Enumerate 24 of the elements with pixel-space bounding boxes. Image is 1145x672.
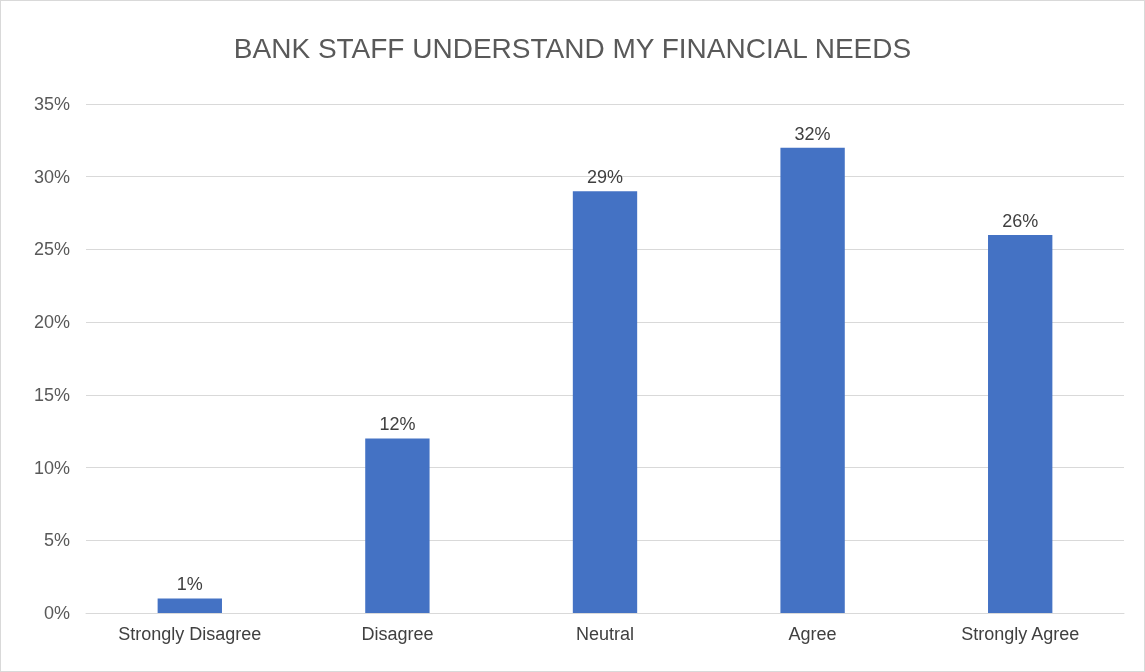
y-tick-label: 10% [33, 457, 70, 478]
data-label: 29% [586, 167, 624, 188]
bar [988, 234, 1053, 613]
y-tick-label: 30% [33, 166, 70, 187]
y-tick-label: 15% [33, 384, 70, 405]
y-tick-label: 0% [43, 603, 70, 623]
data-label: 26% [1002, 210, 1039, 231]
x-tick-label: Strongly Disagree [118, 624, 262, 644]
y-tick-label: 25% [33, 239, 70, 260]
data-label: 32% [794, 123, 831, 144]
x-tick-label: Agree [788, 624, 837, 644]
x-tick-label: Disagree [361, 624, 434, 644]
x-tick-label: Strongly Agree [961, 624, 1080, 644]
bar [572, 191, 638, 613]
x-tick-label: Neutral [575, 624, 635, 644]
data-label: 1% [176, 574, 203, 595]
bar [780, 147, 845, 613]
y-tick-label: 5% [43, 530, 70, 551]
chart-title: BANK STAFF UNDERSTAND MY FINANCIAL NEEDS [233, 32, 912, 64]
y-tick-label: 20% [33, 312, 70, 333]
y-tick-label: 35% [33, 94, 70, 114]
bar [157, 598, 222, 613]
data-label: 12% [379, 414, 416, 435]
bar [365, 438, 430, 613]
